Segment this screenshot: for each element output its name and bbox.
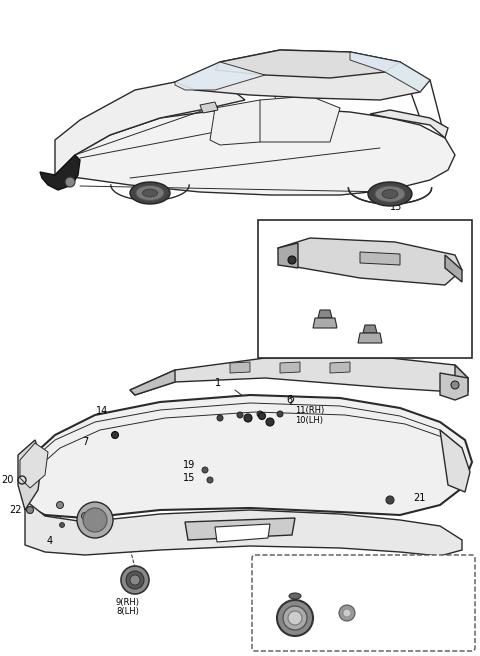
Ellipse shape bbox=[368, 182, 412, 206]
Text: 22: 22 bbox=[10, 505, 22, 515]
Text: 3: 3 bbox=[360, 580, 366, 590]
Circle shape bbox=[277, 600, 313, 636]
Circle shape bbox=[111, 432, 119, 438]
Polygon shape bbox=[210, 100, 280, 145]
Circle shape bbox=[244, 414, 252, 422]
Polygon shape bbox=[318, 310, 332, 318]
Polygon shape bbox=[278, 238, 462, 285]
Circle shape bbox=[237, 412, 243, 418]
Circle shape bbox=[130, 575, 140, 585]
Polygon shape bbox=[55, 80, 245, 175]
Circle shape bbox=[257, 411, 263, 417]
Polygon shape bbox=[260, 96, 340, 142]
Ellipse shape bbox=[382, 190, 398, 199]
Ellipse shape bbox=[289, 593, 301, 599]
Ellipse shape bbox=[375, 186, 405, 202]
Circle shape bbox=[26, 506, 34, 514]
Circle shape bbox=[288, 256, 296, 264]
Polygon shape bbox=[280, 362, 300, 373]
Circle shape bbox=[451, 381, 459, 389]
Polygon shape bbox=[20, 443, 48, 488]
Polygon shape bbox=[350, 52, 430, 92]
Ellipse shape bbox=[136, 186, 164, 201]
Circle shape bbox=[77, 502, 113, 538]
Polygon shape bbox=[363, 325, 377, 333]
Polygon shape bbox=[360, 252, 400, 265]
Circle shape bbox=[283, 606, 307, 630]
Circle shape bbox=[259, 413, 265, 419]
Text: 13: 13 bbox=[390, 202, 402, 212]
Text: 2: 2 bbox=[288, 397, 294, 407]
Polygon shape bbox=[175, 62, 265, 90]
Polygon shape bbox=[278, 243, 298, 268]
Text: 7: 7 bbox=[82, 437, 88, 447]
Circle shape bbox=[121, 566, 149, 594]
Text: 4: 4 bbox=[375, 308, 380, 316]
Circle shape bbox=[386, 496, 394, 504]
Circle shape bbox=[83, 508, 107, 532]
Text: 12: 12 bbox=[234, 412, 246, 422]
Text: 9(RH): 9(RH) bbox=[116, 598, 140, 607]
Polygon shape bbox=[130, 370, 175, 395]
Polygon shape bbox=[230, 362, 250, 373]
Polygon shape bbox=[20, 395, 472, 518]
Circle shape bbox=[277, 411, 283, 417]
Ellipse shape bbox=[143, 189, 157, 197]
Text: 17(LH): 17(LH) bbox=[330, 632, 358, 641]
Circle shape bbox=[60, 522, 64, 527]
Circle shape bbox=[82, 512, 88, 520]
Polygon shape bbox=[25, 500, 462, 556]
FancyBboxPatch shape bbox=[252, 555, 475, 651]
Text: 1: 1 bbox=[215, 378, 221, 388]
Circle shape bbox=[266, 418, 274, 426]
Polygon shape bbox=[358, 333, 382, 343]
Text: 10(LH): 10(LH) bbox=[295, 416, 323, 425]
Text: 4: 4 bbox=[47, 536, 53, 546]
Polygon shape bbox=[40, 155, 80, 190]
Circle shape bbox=[57, 501, 63, 508]
Circle shape bbox=[339, 605, 355, 621]
Text: 8(LH): 8(LH) bbox=[117, 607, 139, 616]
Polygon shape bbox=[215, 524, 270, 542]
Text: 11(RH): 11(RH) bbox=[295, 406, 324, 415]
Text: 19: 19 bbox=[183, 460, 195, 470]
Polygon shape bbox=[455, 365, 468, 392]
Text: 14: 14 bbox=[96, 406, 108, 416]
Polygon shape bbox=[175, 50, 430, 100]
Circle shape bbox=[126, 571, 144, 589]
Bar bbox=[258, 220, 472, 358]
Text: 16: 16 bbox=[344, 308, 355, 316]
Text: 6: 6 bbox=[286, 395, 292, 405]
Polygon shape bbox=[185, 518, 295, 540]
Text: 15: 15 bbox=[182, 473, 195, 483]
Polygon shape bbox=[370, 110, 448, 138]
Polygon shape bbox=[215, 50, 400, 78]
Text: 91-923A: 91-923A bbox=[275, 580, 313, 589]
Text: 5: 5 bbox=[258, 252, 264, 262]
Text: 21: 21 bbox=[413, 493, 425, 503]
Polygon shape bbox=[130, 358, 468, 395]
Circle shape bbox=[288, 611, 302, 625]
Circle shape bbox=[207, 477, 213, 483]
Polygon shape bbox=[18, 440, 42, 510]
Circle shape bbox=[343, 609, 351, 617]
Polygon shape bbox=[200, 102, 218, 113]
Text: (W/FOG LAMP): (W/FOG LAMP) bbox=[262, 563, 327, 572]
Polygon shape bbox=[440, 430, 470, 492]
Circle shape bbox=[202, 467, 208, 473]
Polygon shape bbox=[313, 318, 337, 328]
Circle shape bbox=[65, 177, 75, 187]
Circle shape bbox=[217, 415, 223, 421]
Polygon shape bbox=[445, 255, 462, 282]
Text: 4: 4 bbox=[330, 293, 335, 302]
Text: 20: 20 bbox=[1, 475, 14, 485]
Polygon shape bbox=[55, 108, 455, 195]
Polygon shape bbox=[330, 362, 350, 373]
Polygon shape bbox=[440, 373, 468, 400]
Text: 18(RH): 18(RH) bbox=[330, 623, 360, 632]
Ellipse shape bbox=[130, 182, 170, 204]
Text: 16: 16 bbox=[300, 293, 310, 302]
